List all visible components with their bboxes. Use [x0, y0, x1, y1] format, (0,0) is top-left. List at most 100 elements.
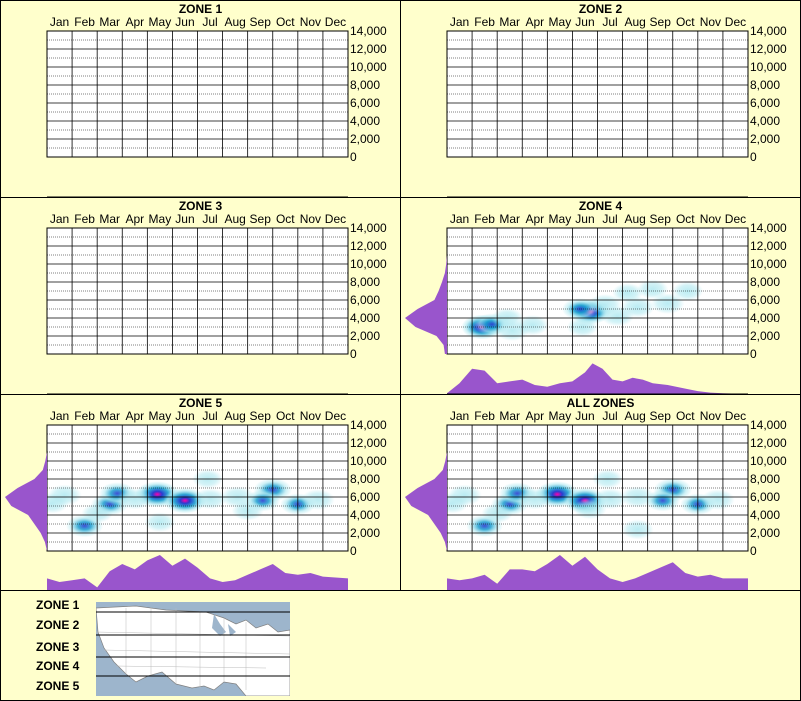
heatmap-svg: Jan Feb Mar Apr May Jun Jul Aug Sep Oct Nov Dec 14,0… [46, 212, 387, 394]
month-tick-label: Jun [175, 15, 194, 29]
month-tick-label: Mar [99, 212, 120, 226]
zone-chart-panel: ALL ZONES Jan Feb Mar Apr May Jun Jul Aug Sep Oct N… [400, 394, 801, 592]
elevation-tick-label: 14,000 [750, 418, 787, 432]
elevation-tick-label: 2,000 [350, 526, 380, 540]
month-tick-label: Mar [99, 409, 120, 423]
elevation-density-profile [405, 255, 447, 354]
elevation-tick-label: 12,000 [750, 239, 787, 253]
elevation-tick-label: 6,000 [750, 293, 780, 307]
heat-hotspot [621, 519, 654, 540]
month-tick-label: Dec [325, 15, 346, 29]
month-tick-label: Apr [525, 212, 544, 226]
elevation-tick-label: 8,000 [750, 275, 780, 289]
month-tick-label: Nov [700, 409, 721, 423]
chart-title: ZONE 5 [178, 396, 223, 410]
chart-title: ZONE 3 [178, 199, 223, 213]
heat-hotspot [637, 279, 669, 299]
heat-hotspot [517, 488, 552, 510]
month-tick-label: May [149, 409, 172, 423]
heatmap-svg: Jan Feb Mar Apr May Jun Jul Aug Sep Oct Nov Dec 14,0… [5, 409, 387, 591]
month-tick-label: Jul [202, 409, 217, 423]
elevation-tick-label: 4,000 [750, 508, 780, 522]
month-tick-label: Nov [300, 15, 321, 29]
chart-title: ALL ZONES [566, 396, 635, 410]
elevation-tick-label: 12,000 [350, 436, 387, 450]
heatmap-svg: Jan Feb Mar Apr May Jun Jul Aug Sep Oct Nov Dec 14,0… [446, 15, 787, 197]
month-tick-label: Feb [74, 212, 95, 226]
heat-hotspot [612, 283, 644, 303]
elevation-tick-label: 8,000 [350, 275, 380, 289]
elevation-tick-label: 2,000 [350, 132, 380, 146]
elevation-tick-label: 6,000 [750, 96, 780, 110]
month-tick-label: Nov [300, 409, 321, 423]
month-tick-label: Sep [650, 212, 672, 226]
elevation-tick-label: 8,000 [750, 78, 780, 92]
month-tick-label: Oct [276, 212, 295, 226]
heat-hotspot [515, 315, 549, 336]
month-tick-label: Feb [74, 409, 95, 423]
month-tick-label: Sep [650, 409, 672, 423]
elevation-tick-label: 0 [350, 544, 357, 558]
month-tick-label: Aug [224, 212, 245, 226]
elevation-tick-label: 8,000 [350, 472, 380, 486]
month-tick-label: Feb [474, 409, 495, 423]
month-tick-label: Apr [125, 212, 144, 226]
legend-zone-1: ZONE 1 [36, 598, 80, 612]
month-tick-label: Jul [602, 409, 617, 423]
heat-hotspot [144, 512, 176, 532]
month-tick-label: May [549, 409, 572, 423]
month-tick-label: May [149, 15, 172, 29]
elevation-tick-label: 4,000 [350, 311, 380, 325]
elevation-tick-label: 0 [750, 544, 757, 558]
us-map-graphic [96, 602, 290, 696]
elevation-tick-label: 4,000 [750, 311, 780, 325]
month-tick-label: Jan [50, 212, 69, 226]
month-tick-label: Jun [175, 212, 194, 226]
month-tick-label: Dec [325, 409, 346, 423]
heatmap-svg: Jan Feb Mar Apr May Jun Jul Aug Sep Oct Nov Dec 14,0… [405, 409, 787, 591]
elevation-density-profile [405, 452, 447, 551]
heat-hotspot [701, 489, 735, 511]
elevation-tick-label: 0 [750, 347, 757, 361]
elevation-tick-label: 2,000 [350, 329, 380, 343]
zone-chart-panel: ZONE 2 Jan Feb Mar Apr May Jun Jul Aug Sep Oct Nov D… [400, 0, 801, 198]
month-tick-label: Jan [50, 15, 69, 29]
month-tick-label: Jul [602, 212, 617, 226]
month-tick-label: Nov [700, 15, 721, 29]
month-tick-label: Mar [99, 15, 120, 29]
month-tick-label: May [149, 212, 172, 226]
heat-hotspot [645, 489, 681, 512]
month-tick-label: Jan [450, 212, 469, 226]
heat-hotspot [573, 498, 607, 520]
month-tick-label: Apr [125, 409, 144, 423]
month-tick-label: May [549, 15, 572, 29]
elevation-tick-label: 10,000 [750, 60, 787, 74]
elevation-tick-label: 14,000 [350, 24, 387, 38]
heat-hotspot [117, 488, 152, 510]
elevation-tick-label: 12,000 [750, 436, 787, 450]
month-tick-label: Apr [125, 15, 144, 29]
elevation-tick-label: 2,000 [750, 526, 780, 540]
month-tick-label: Oct [276, 409, 295, 423]
zone-map-image [96, 602, 290, 696]
heat-hotspot [193, 488, 227, 510]
month-tick-label: Apr [525, 15, 544, 29]
elevation-tick-label: 0 [750, 150, 757, 164]
month-tick-label: Jan [50, 409, 69, 423]
elevation-density-profile [5, 452, 47, 551]
month-tick-label: Aug [624, 212, 645, 226]
month-tick-label: Jan [450, 409, 469, 423]
elevation-tick-label: 6,000 [350, 293, 380, 307]
legend-zone-4: ZONE 4 [36, 659, 80, 673]
month-tick-label: Dec [725, 15, 746, 29]
zone-chart-panel: ZONE 5 Jan Feb Mar Apr May Jun Jul Aug Sep Oct Nov D… [0, 394, 401, 592]
elevation-tick-label: 12,000 [350, 239, 387, 253]
chart-title: ZONE 4 [578, 199, 623, 213]
month-tick-label: Apr [525, 409, 544, 423]
month-tick-label: Jul [202, 212, 217, 226]
elevation-tick-label: 10,000 [750, 257, 787, 271]
month-tick-label: Jul [602, 15, 617, 29]
elevation-tick-label: 14,000 [350, 221, 387, 235]
month-tick-label: Dec [325, 212, 346, 226]
elevation-tick-label: 10,000 [350, 60, 387, 74]
